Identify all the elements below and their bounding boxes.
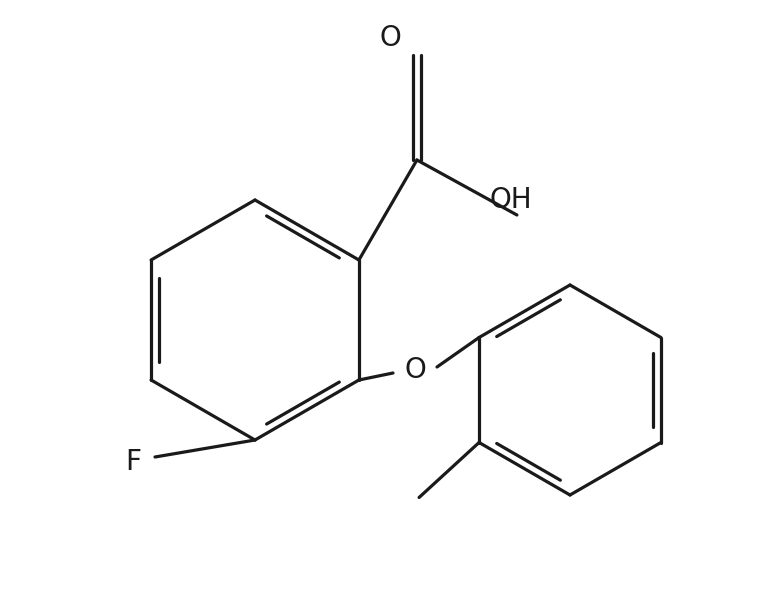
Text: F: F [125, 448, 141, 476]
Text: O: O [379, 24, 401, 52]
Text: OH: OH [490, 186, 533, 214]
Text: O: O [404, 356, 426, 384]
